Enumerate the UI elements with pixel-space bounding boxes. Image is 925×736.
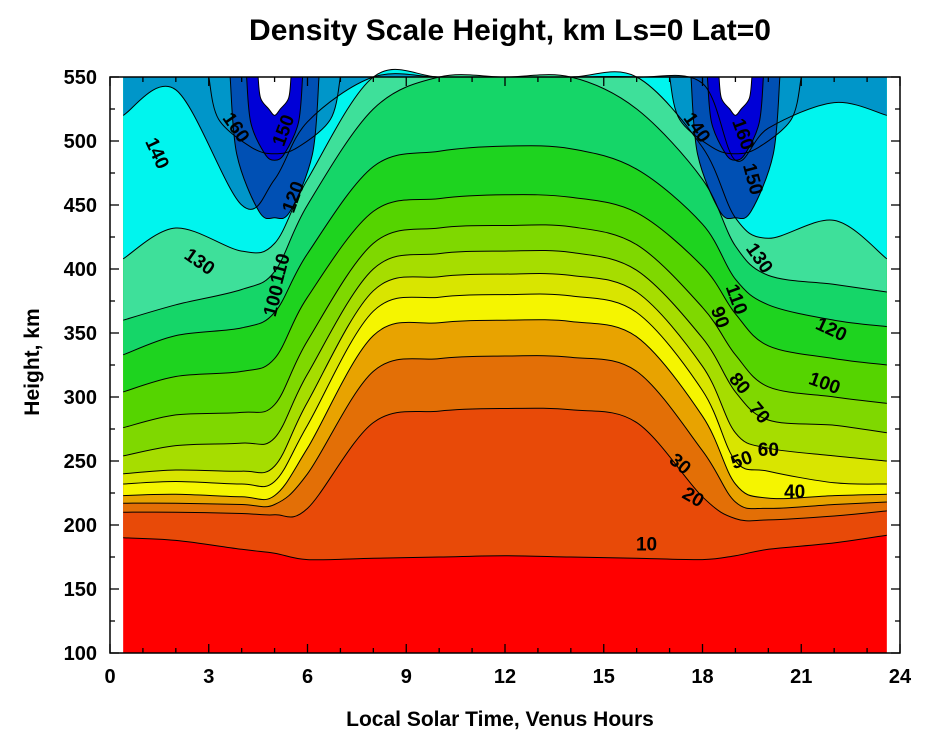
core-line-170 (257, 76, 292, 116)
contour-lines (122, 68, 888, 561)
axes: 0 3 6 9 12 15 18 21 24 100 150 200 250 300 350 400 450 50… (64, 67, 912, 688)
contour-label-10: 10 (636, 534, 657, 555)
x-tick-label: 15 (593, 666, 615, 688)
contour-line-10 (123, 534, 887, 561)
core-line-150 (690, 76, 781, 220)
y-tick-label: 450 (64, 195, 97, 217)
y-tick-label: 150 (64, 579, 97, 601)
y-tick-label: 550 (64, 67, 97, 89)
contour-line-80 (123, 224, 887, 429)
x-axis-label: Local Solar Time, Venus Hours (346, 708, 654, 731)
core-line-150 (229, 76, 320, 220)
y-tick-label: 200 (64, 515, 97, 537)
contour-line-50 (123, 293, 887, 488)
contour-line-70 (123, 249, 887, 457)
contour-label-40: 40 (784, 482, 805, 503)
x-tick-label: 0 (104, 666, 115, 688)
chart-title: Density Scale Height, km Ls=0 Lat=0 (249, 14, 771, 47)
core-line-160 (246, 76, 304, 161)
core-line-160 (706, 76, 764, 161)
core-line-140 (669, 76, 802, 155)
x-tick-label: 6 (302, 666, 313, 688)
core-line-170 (718, 76, 753, 116)
y-tick-label: 100 (64, 643, 97, 665)
contour-label-60: 60 (758, 440, 779, 461)
contour-line-30 (123, 355, 887, 510)
x-tick-label: 9 (401, 666, 412, 688)
contour-line-60 (123, 273, 887, 475)
y-tick-label: 350 (64, 323, 97, 345)
x-tick-label: 21 (790, 666, 812, 688)
y-tick-label: 300 (64, 387, 97, 409)
y-tick-label: 500 (64, 131, 97, 153)
contour-line-100 (123, 145, 887, 356)
contour-line-20 (123, 407, 887, 522)
x-tick-label: 24 (889, 666, 912, 688)
contour-fills (123, 69, 887, 653)
x-tick-label: 12 (494, 666, 516, 688)
y-tick-label: 250 (64, 451, 97, 473)
core-line-140 (208, 76, 341, 155)
x-tick-label: 18 (691, 666, 713, 688)
y-tick-label: 400 (64, 259, 97, 281)
contour-line-90 (123, 194, 887, 393)
x-tick-label: 3 (203, 666, 214, 688)
contour-line-40 (123, 319, 887, 501)
